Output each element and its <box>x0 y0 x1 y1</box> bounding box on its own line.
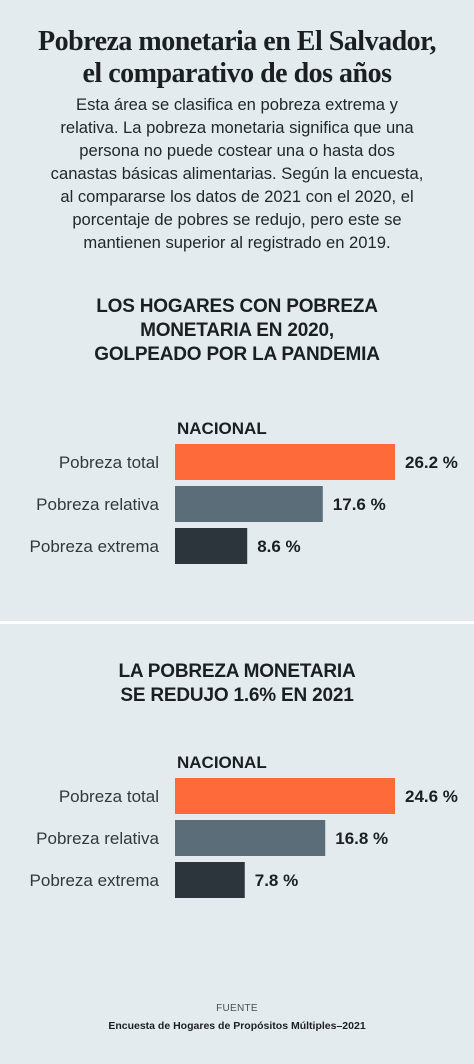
bar <box>175 528 248 564</box>
chart-1-title-line: GOLPEADO POR LA PANDEMIA <box>94 344 380 365</box>
category-label: Pobreza total <box>59 453 159 472</box>
chart-1: NACIONAL Pobreza total 26.2 % Pobreza relat… <box>0 408 474 598</box>
chart-2-title: LA POBREZA MONETARIA SE REDUJO 1.6% EN 2… <box>0 660 474 708</box>
intro-line: relativa. La pobreza monetaria significa… <box>60 118 414 137</box>
bar <box>175 444 395 480</box>
category-label: Pobreza relativa <box>36 829 159 848</box>
bar <box>175 862 245 898</box>
value-label: 26.2 % <box>405 453 458 472</box>
page-title-line-1: Pobreza monetaria en El Salvador, <box>37 26 437 57</box>
section-divider <box>0 621 474 624</box>
intro-line: Esta área se clasifica en pobreza extrem… <box>76 95 398 114</box>
intro-line: al compararse los datos de 2021 con el 2… <box>60 187 414 206</box>
page-title: Pobreza monetaria en El Salvador, el com… <box>0 26 474 90</box>
bar <box>175 778 395 814</box>
intro-text: Esta área se clasifica en pobreza extrem… <box>14 93 460 254</box>
value-label: 24.6 % <box>405 787 458 806</box>
category-label: Pobreza extrema <box>30 537 160 556</box>
chart-1-title-line: MONETARIA EN 2020, <box>140 320 334 341</box>
bar <box>175 486 323 522</box>
chart-2: NACIONAL Pobreza total 24.6 % Pobreza relat… <box>0 742 474 932</box>
value-label: 16.8 % <box>335 829 388 848</box>
intro-line: mantienen superior al registrado en 2019… <box>83 233 391 252</box>
intro-line: porcentaje de pobres se redujo, pero est… <box>72 210 402 229</box>
value-label: 7.8 % <box>255 871 298 890</box>
group-label: NACIONAL <box>177 753 267 772</box>
chart-2-svg: NACIONAL Pobreza total 24.6 % Pobreza relat… <box>30 753 458 898</box>
bar <box>175 820 326 856</box>
category-label: Pobreza extrema <box>30 871 160 890</box>
category-label: Pobreza total <box>59 787 159 806</box>
chart-2-title-line: SE REDUJO 1.6% EN 2021 <box>120 685 354 706</box>
chart-1-title: LOS HOGARES CON POBREZA MONETARIA EN 202… <box>0 295 474 367</box>
group-label: NACIONAL <box>177 419 267 438</box>
source-label: FUENTE <box>216 1003 258 1014</box>
chart-2-title-line: LA POBREZA MONETARIA <box>118 661 356 682</box>
intro-line: persona no puede costear una o hasta dos <box>79 141 395 160</box>
chart-1-svg: NACIONAL Pobreza total 26.2 % Pobreza relat… <box>30 419 458 564</box>
value-label: 17.6 % <box>333 495 386 514</box>
category-label: Pobreza relativa <box>36 495 159 514</box>
chart-1-title-line: LOS HOGARES CON POBREZA <box>96 296 378 317</box>
page-title-line-2: el comparativo de dos años <box>82 58 393 89</box>
intro-line: canastas básicas alimentarias. Según la … <box>50 164 424 183</box>
value-label: 8.6 % <box>257 537 300 556</box>
source-text: Encuesta de Hogares de Propósitos Múltip… <box>108 1020 366 1032</box>
